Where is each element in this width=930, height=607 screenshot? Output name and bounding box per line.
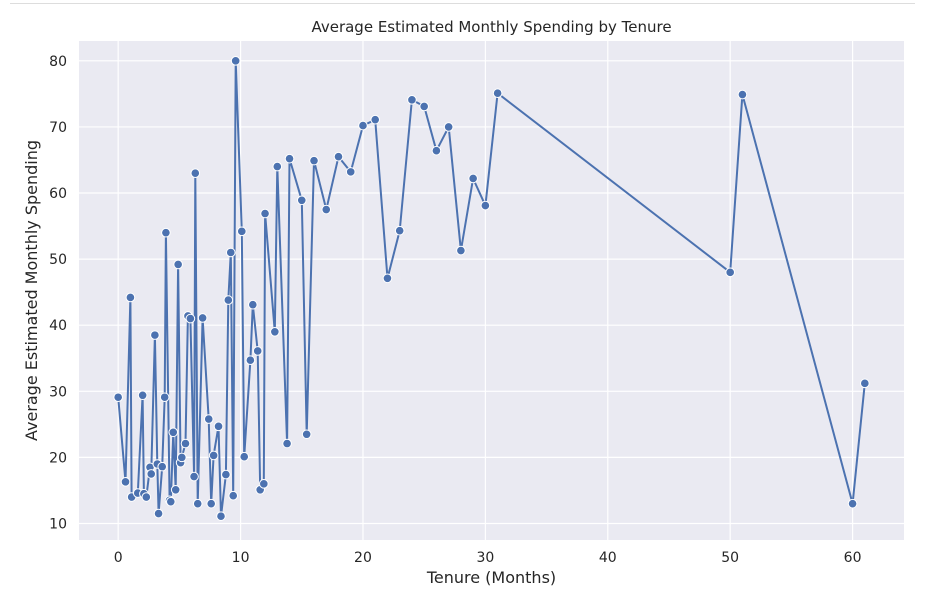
data-point xyxy=(296,195,307,206)
data-point xyxy=(120,477,131,487)
y-tick-label: 50 xyxy=(49,252,67,268)
data-point xyxy=(137,390,148,401)
data-point xyxy=(168,427,179,438)
series-layer xyxy=(113,56,870,522)
data-point xyxy=(847,498,858,509)
data-point xyxy=(443,122,454,132)
x-axis-ticks: 0 10 20 30 40 50 60 xyxy=(114,550,862,566)
top-divider xyxy=(10,0,915,4)
data-point xyxy=(272,161,283,172)
data-point xyxy=(177,452,187,463)
series-line xyxy=(117,59,866,518)
y-tick-label: 10 xyxy=(49,516,67,532)
data-point xyxy=(259,479,269,489)
data-point xyxy=(189,471,199,482)
data-point xyxy=(468,173,478,184)
y-tick-label: 80 xyxy=(49,54,67,70)
data-point xyxy=(125,292,136,303)
data-point xyxy=(382,273,393,284)
data-point xyxy=(725,267,735,278)
data-point xyxy=(206,498,216,509)
y-tick-label: 30 xyxy=(49,384,67,400)
data-point xyxy=(309,155,319,166)
x-tick-label: 10 xyxy=(232,550,250,566)
y-axis-ticks: 10 20 30 40 50 60 70 80 xyxy=(49,54,67,533)
x-tick-label: 30 xyxy=(476,550,494,566)
y-tick-label: 60 xyxy=(49,186,67,202)
data-point xyxy=(180,438,191,449)
data-point xyxy=(370,114,381,125)
data-point xyxy=(345,167,356,177)
data-point xyxy=(492,88,503,99)
data-point xyxy=(228,490,239,501)
data-point xyxy=(456,245,466,256)
y-tick-label: 40 xyxy=(49,318,67,334)
x-tick-label: 60 xyxy=(844,550,862,566)
data-point xyxy=(260,208,270,219)
data-point xyxy=(270,327,280,337)
data-point xyxy=(203,414,214,424)
data-point xyxy=(221,469,231,480)
data-point xyxy=(159,392,170,403)
data-point xyxy=(141,492,152,502)
x-tick-label: 50 xyxy=(721,550,739,566)
data-point xyxy=(301,429,312,440)
data-point xyxy=(170,484,181,495)
y-tick-label: 20 xyxy=(49,450,67,466)
data-point xyxy=(431,145,442,156)
data-point xyxy=(394,225,405,236)
data-point xyxy=(223,295,234,305)
chart-title: Average Estimated Monthly Spending by Te… xyxy=(311,18,671,36)
data-point xyxy=(113,392,123,403)
data-point xyxy=(230,56,241,66)
data-point xyxy=(239,451,250,462)
data-point xyxy=(225,247,236,258)
data-point xyxy=(248,299,258,310)
data-point xyxy=(860,378,870,389)
data-point xyxy=(419,101,429,112)
grid xyxy=(79,41,904,540)
data-point xyxy=(737,89,748,100)
data-point xyxy=(192,498,203,509)
data-point xyxy=(166,496,176,507)
data-point xyxy=(282,438,292,449)
data-point xyxy=(157,461,168,472)
data-point xyxy=(245,355,256,366)
x-axis-label: Tenure (Months) xyxy=(426,568,556,587)
data-point xyxy=(161,227,171,238)
data-point xyxy=(480,200,491,211)
plot-area xyxy=(79,41,904,540)
y-tick-label: 70 xyxy=(49,120,67,136)
x-tick-label: 0 xyxy=(114,550,123,566)
data-point xyxy=(321,204,332,215)
data-point xyxy=(284,153,295,164)
data-point xyxy=(236,226,247,237)
data-point xyxy=(358,120,368,131)
data-point xyxy=(197,313,208,323)
data-point xyxy=(185,313,196,324)
x-tick-label: 20 xyxy=(354,550,372,566)
data-point xyxy=(153,508,164,519)
data-point xyxy=(333,151,344,162)
data-point xyxy=(146,469,157,479)
data-point xyxy=(190,168,201,178)
data-point xyxy=(216,511,226,522)
y-axis-label: Average Estimated Monthly Spending xyxy=(22,140,41,441)
data-point xyxy=(252,346,263,356)
data-point xyxy=(150,330,160,340)
data-point xyxy=(173,259,183,270)
data-point xyxy=(208,450,219,461)
data-point xyxy=(407,95,417,105)
x-tick-label: 40 xyxy=(599,550,617,566)
data-point xyxy=(213,421,224,432)
